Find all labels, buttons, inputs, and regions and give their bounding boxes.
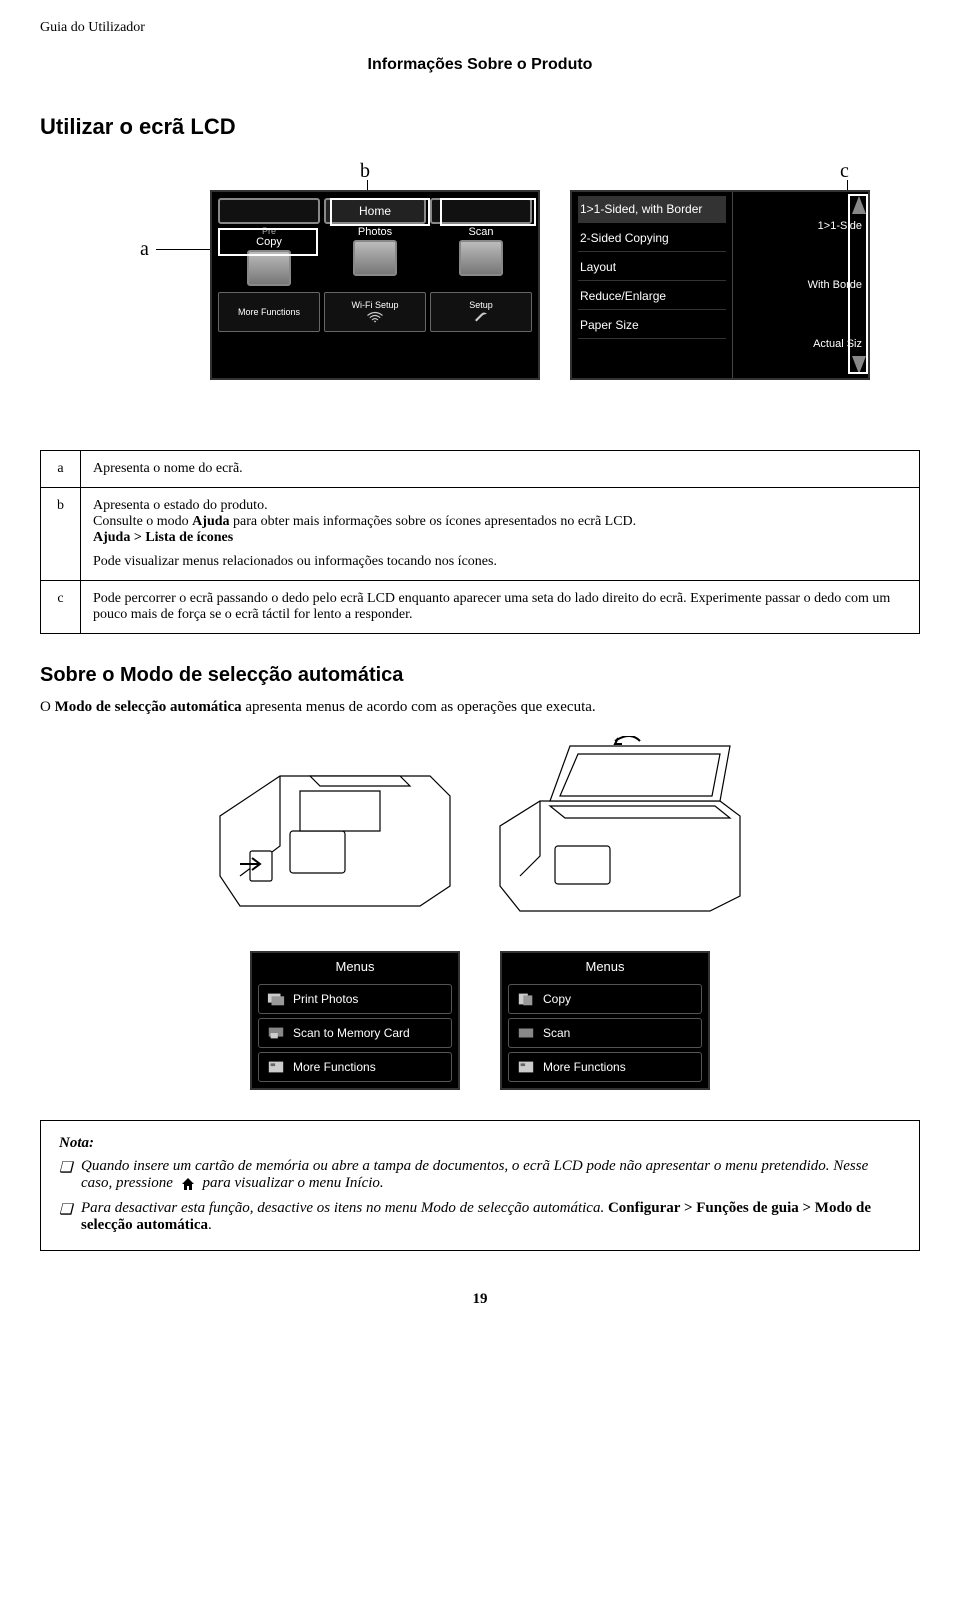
auto-mode-body: O Modo de selecção automática apresenta … (40, 699, 920, 716)
nota2-c: . (208, 1217, 212, 1233)
nota-label: Nota: (59, 1135, 901, 1152)
b-line3: Ajuda > Lista de ícones (93, 530, 233, 545)
menu-left-1: Scan to Memory Card (258, 1018, 452, 1048)
menu-left-2-label: More Functions (293, 1060, 376, 1074)
outline-a (218, 228, 318, 256)
outline-b2 (440, 198, 536, 226)
lcd-setup-label: Setup (469, 300, 493, 310)
home-icon (180, 1177, 196, 1191)
section-title: Utilizar o ecrã LCD (40, 114, 920, 140)
menu-left-0-label: Print Photos (293, 992, 358, 1006)
printer-illustration (40, 736, 920, 931)
menu-left-0: Print Photos (258, 984, 452, 1014)
menu-right-1: Scan (508, 1018, 702, 1048)
outline-c (848, 194, 868, 374)
lcd-menu-left-1: 2-Sided Copying (578, 225, 726, 252)
bullet-2: ❏ (59, 1200, 71, 1234)
wrench-icon (472, 310, 490, 324)
lcd-setup: Setup (430, 292, 532, 332)
print-photos-icon (267, 991, 285, 1007)
auto-body-bold: Modo de selecção automática (55, 699, 242, 715)
callout-b: b (360, 160, 370, 183)
menu-title-left: Menus (254, 955, 456, 980)
copy-menu-icon (517, 991, 535, 1007)
lcd-menu-right-2: Actual Siz (739, 338, 862, 350)
page-number: 19 (40, 1291, 920, 1308)
nota2-a: Para desactivar esta função, desactive o… (81, 1200, 608, 1216)
outline-b1 (330, 198, 430, 226)
nota-box: Nota: ❏ Quando insere um cartão de memór… (40, 1120, 920, 1251)
printer-svg (200, 736, 760, 926)
lcd-menu-right-0: 1>1-Side (739, 220, 862, 232)
b-line2-post: para obter mais informações sobre os íco… (230, 514, 637, 529)
menu-right-0: Copy (508, 984, 702, 1014)
table-desc-c: Pode percorrer o ecrã passando o dedo pe… (81, 581, 920, 634)
b-line1: Apresenta o estado do produto. (93, 498, 268, 513)
menu-right-1-label: Scan (543, 1026, 570, 1040)
scan-menu-icon (517, 1025, 535, 1041)
menu-box-left: Menus Print Photos Scan to Memory Card M… (250, 951, 460, 1090)
table-desc-b: Apresenta o estado do produto. Consulte … (81, 488, 920, 581)
scan-memory-icon (267, 1025, 285, 1041)
lcd-screen-menu: 1>1-Sided, with Border 2-Sided Copying L… (570, 190, 870, 380)
lcd-photos-label: Photos (324, 226, 426, 238)
nota1-b: para visualizar o menu Início. (199, 1175, 384, 1191)
wifi-icon (366, 310, 384, 324)
menu-right-0-label: Copy (543, 992, 571, 1006)
table-desc-a: Apresenta o nome do ecrã. (81, 451, 920, 488)
doc-subheader: Informações Sobre o Produto (40, 56, 920, 74)
auto-mode-title: Sobre o Modo de selecção automática (40, 664, 920, 687)
b-line2-bold: Ajuda (192, 514, 229, 529)
lcd-wifi-label: Wi-Fi Setup (351, 300, 398, 310)
menu-left-1-label: Scan to Memory Card (293, 1026, 410, 1040)
lcd-menu-left-0: 1>1-Sided, with Border (578, 196, 726, 223)
nota-item-1: Quando insere um cartão de memória ou ab… (81, 1158, 901, 1192)
callout-a-line (156, 249, 216, 250)
scan-icon (459, 240, 503, 276)
table-key-b: b (41, 488, 81, 581)
lcd-menu-left-4: Paper Size (578, 312, 726, 339)
lcd-menu-left-2: Layout (578, 254, 726, 281)
lcd-more-functions: More Functions (218, 292, 320, 332)
bullet-1: ❏ (59, 1158, 71, 1192)
lcd-diagram: a b c Home Pre Copy Photos Scan (70, 160, 890, 420)
menu-title-right: Menus (504, 955, 706, 980)
auto-body-pre: O (40, 699, 55, 715)
lcd-screen-home: Home Pre Copy Photos Scan More Functions (210, 190, 540, 380)
lcd-menu-right-1: With Borde (739, 279, 862, 291)
lcd-tab-blank1 (218, 198, 320, 224)
table-key-a: a (41, 451, 81, 488)
description-table: a Apresenta o nome do ecrã. b Apresenta … (40, 450, 920, 634)
table-key-c: c (41, 581, 81, 634)
lcd-scan-label: Scan (430, 226, 532, 238)
more-functions-icon-2 (517, 1059, 535, 1075)
callout-a: a (140, 238, 149, 261)
menu-left-2: More Functions (258, 1052, 452, 1082)
menu-box-right: Menus Copy Scan More Functions (500, 951, 710, 1090)
b-line2-pre: Consulte o modo (93, 514, 192, 529)
menus-row: Menus Print Photos Scan to Memory Card M… (40, 951, 920, 1090)
menu-right-2-label: More Functions (543, 1060, 626, 1074)
lcd-wifi-setup: Wi-Fi Setup (324, 292, 426, 332)
lcd-menu-left-3: Reduce/Enlarge (578, 283, 726, 310)
auto-body-post: apresenta menus de acordo com as operaçõ… (242, 699, 596, 715)
menu-right-2: More Functions (508, 1052, 702, 1082)
lcd-more-label: More Functions (238, 307, 300, 317)
doc-header: Guia do Utilizador (40, 20, 920, 36)
b-line4: Pode visualizar menus relacionados ou in… (93, 554, 907, 570)
more-functions-icon (267, 1059, 285, 1075)
nota-item-2: Para desactivar esta função, desactive o… (81, 1200, 901, 1234)
photos-icon (353, 240, 397, 276)
